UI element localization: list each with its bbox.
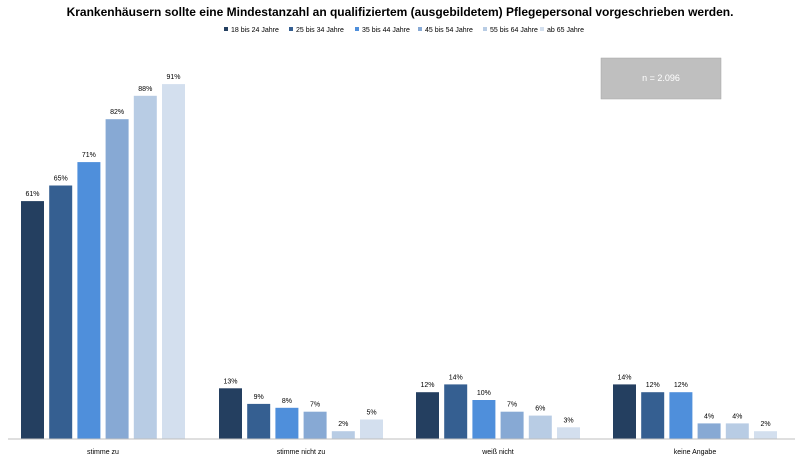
x-tick-label: weiß nicht: [481, 449, 514, 456]
data-labels: 61% 65% 71% 82% 88% 91% 13% 9% 8% 7% 2% 5% 12% 14% 10%…: [25, 74, 770, 428]
legend-swatch: [418, 27, 422, 31]
bar: [641, 392, 665, 439]
data-label: 2%: [338, 421, 348, 428]
data-label: 7%: [507, 402, 517, 409]
data-label: 10%: [477, 390, 491, 397]
data-label: 88%: [138, 86, 152, 93]
data-label: 14%: [617, 374, 631, 381]
legend-label: 35 bis 44 Jahre: [362, 27, 410, 34]
bar: [133, 95, 157, 440]
bar: [360, 419, 383, 439]
bar: [669, 392, 693, 439]
data-label: 4%: [704, 413, 714, 420]
bar: [416, 392, 439, 439]
x-tick-label: stimme zu: [87, 449, 119, 456]
data-label: 7%: [310, 402, 320, 409]
bar: [303, 411, 327, 439]
data-label: 4%: [732, 413, 742, 420]
data-label: 14%: [449, 374, 463, 381]
bar: [105, 119, 129, 439]
bar: [219, 388, 242, 439]
legend-swatch: [540, 27, 544, 31]
bar: [472, 400, 496, 439]
sample-size-label: n = 2.096: [642, 73, 680, 83]
legend-label: 55 bis 64 Jahre: [490, 27, 538, 34]
legend-swatch: [355, 27, 359, 31]
legend-label: 45 bis 54 Jahre: [425, 27, 473, 34]
bar: [528, 415, 552, 439]
data-label: 9%: [254, 394, 264, 401]
data-label: 13%: [223, 378, 237, 385]
bar: [613, 384, 636, 439]
bar: [21, 201, 44, 439]
x-axis-labels: stimme zu stimme nicht zu weiß nicht keine …: [87, 449, 716, 456]
legend-swatch: [483, 27, 487, 31]
data-label: 5%: [366, 410, 376, 417]
bar: [247, 403, 271, 439]
legend-label: ab 65 Jahre: [547, 27, 584, 34]
bar: [444, 384, 468, 439]
data-label: 12%: [646, 382, 660, 389]
data-label: 82%: [110, 109, 124, 116]
bar: [697, 423, 721, 439]
data-label: 71%: [82, 152, 96, 159]
data-label: 3%: [563, 417, 573, 424]
bar: [557, 427, 580, 439]
bar: [331, 431, 355, 439]
legend-swatch: [224, 27, 228, 31]
bar: [49, 185, 73, 439]
bar: [500, 411, 524, 439]
data-label: 12%: [674, 382, 688, 389]
legend: 18 bis 24 Jahre 25 bis 34 Jahre 35 bis 44 …: [224, 27, 584, 34]
data-label: 2%: [760, 421, 770, 428]
legend-label: 25 bis 34 Jahre: [296, 27, 344, 34]
legend-swatch: [289, 27, 293, 31]
bar: [754, 431, 777, 439]
legend-label: 18 bis 24 Jahre: [231, 27, 279, 34]
sample-size-box-bg: [600, 57, 722, 100]
sample-size-box: n = 2.096: [600, 57, 722, 100]
x-tick-label: keine Angabe: [674, 449, 717, 456]
data-label: 61%: [25, 191, 39, 198]
bar: [725, 423, 749, 439]
data-label: 91%: [166, 74, 180, 81]
bars: [21, 84, 777, 440]
bar: [77, 162, 101, 439]
data-label: 8%: [282, 398, 292, 405]
bar: [275, 407, 299, 439]
x-tick-label: stimme nicht zu: [277, 449, 326, 456]
bar: [162, 84, 185, 439]
data-label: 12%: [420, 382, 434, 389]
data-label: 65%: [54, 176, 68, 183]
data-label: 6%: [535, 406, 545, 413]
chart-title: Krankenhäusern sollte eine Mindestanzahl…: [67, 5, 734, 19]
